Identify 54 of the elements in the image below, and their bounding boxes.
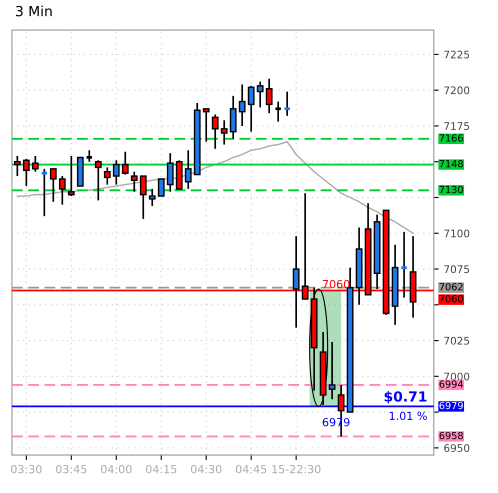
y-tick-label: 7100 bbox=[444, 229, 470, 238]
x-tick-label: 15-22:30 bbox=[272, 464, 320, 474]
ref-line-label: 6979 bbox=[440, 402, 463, 410]
x-tick-label: 04:00 bbox=[101, 464, 132, 474]
candlestick bbox=[122, 150, 129, 176]
candlestick bbox=[148, 188, 156, 207]
line-series bbox=[16, 140, 414, 234]
ref-line-label: 7060 bbox=[440, 295, 463, 302]
candlestick bbox=[256, 80, 264, 108]
y-tick-label: 7200 bbox=[444, 86, 470, 94]
candlestick bbox=[94, 159, 102, 202]
candlestick bbox=[104, 166, 111, 186]
candlestick bbox=[158, 178, 165, 197]
candlestick bbox=[14, 155, 21, 177]
candlestick bbox=[238, 84, 246, 127]
candlestick bbox=[212, 114, 219, 150]
candlestick bbox=[50, 168, 57, 203]
candlestick bbox=[130, 170, 138, 193]
x-tick-label: 04:15 bbox=[146, 464, 176, 474]
y-tick-label: 7075 bbox=[444, 265, 470, 274]
candlestick bbox=[140, 175, 147, 220]
ref-line-label: 6994 bbox=[440, 380, 464, 388]
candlestick bbox=[248, 85, 255, 132]
candlestick bbox=[202, 108, 210, 143]
annotation: 1.01 % bbox=[390, 412, 427, 420]
candlestick bbox=[68, 155, 75, 197]
x-tick-label: 03:30 bbox=[11, 464, 42, 474]
annotation: $0.71 bbox=[384, 390, 426, 404]
y-tick-label: 6950 bbox=[444, 444, 470, 452]
y-tick-label: 7025 bbox=[444, 336, 470, 345]
y-tick-label: 7175 bbox=[444, 122, 470, 130]
candlestick bbox=[266, 78, 273, 114]
candlestick bbox=[220, 119, 228, 146]
candlestick bbox=[184, 149, 192, 190]
ref-line-label: 7130 bbox=[440, 186, 463, 194]
candlestick bbox=[328, 341, 336, 400]
chart-title: 3 Min bbox=[16, 6, 52, 16]
ref-line-label: 7148 bbox=[440, 160, 463, 168]
candlestick bbox=[58, 175, 66, 206]
candlestick bbox=[22, 158, 30, 187]
candlestick bbox=[230, 95, 237, 140]
ref-line-label: 6958 bbox=[440, 432, 463, 440]
y-tick-label: 7000 bbox=[444, 372, 470, 380]
x-tick-label: 03:45 bbox=[56, 464, 86, 474]
y-tick-label: 7225 bbox=[444, 50, 470, 59]
x-tick-label: 04:30 bbox=[190, 464, 222, 474]
candlestick bbox=[112, 159, 120, 186]
candlestick bbox=[166, 152, 174, 193]
ref-line-label: 7166 bbox=[440, 134, 463, 142]
ref-line-label: 7062 bbox=[440, 283, 463, 290]
candlestick bbox=[32, 155, 39, 173]
x-tick-label: 04:45 bbox=[236, 464, 266, 474]
candlestick bbox=[292, 235, 300, 329]
annotation: 7060 bbox=[322, 280, 350, 288]
